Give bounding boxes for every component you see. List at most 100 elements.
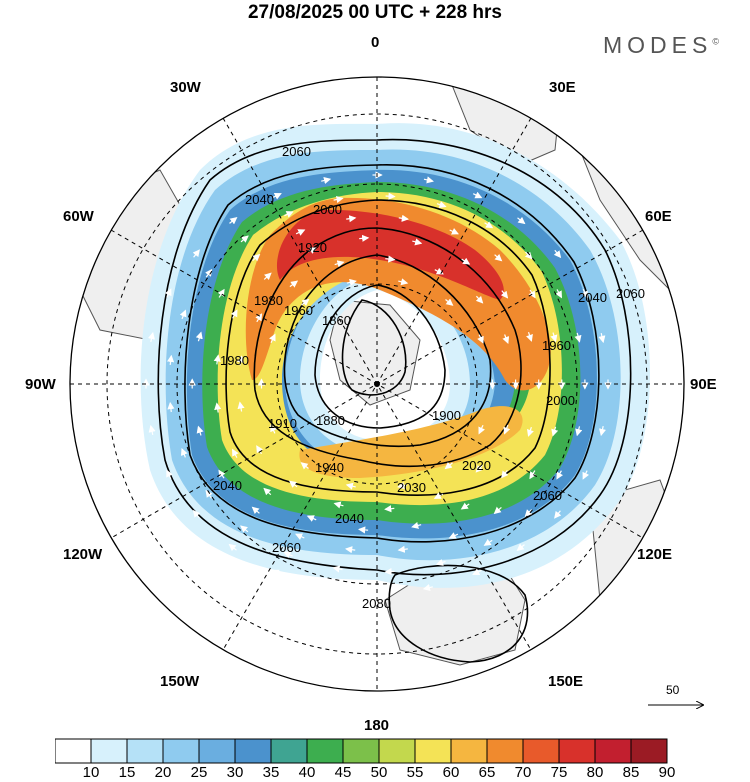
wind-vector — [436, 201, 447, 209]
wind-vector — [435, 559, 446, 566]
lon-label-150e: 150E — [548, 673, 584, 690]
wind-vector — [550, 332, 558, 343]
contour-label: 1940 — [315, 460, 344, 475]
wind-vector — [214, 402, 222, 413]
wind-vector — [346, 278, 357, 286]
wind-vector — [289, 280, 299, 288]
contour-label: 1900 — [432, 408, 461, 423]
colorbar-swatch — [630, 738, 668, 764]
wind-vector — [346, 215, 357, 223]
lon-label-120w: 120W — [63, 546, 103, 563]
colorbar-swatch — [522, 738, 560, 764]
contour-label: 2000 — [546, 393, 575, 408]
contour-label: 1920 — [298, 240, 327, 255]
wind-vector — [320, 584, 331, 592]
colorbar-swatch — [162, 738, 200, 764]
contour-label: 2020 — [462, 458, 491, 473]
colorbar-tick-label: 70 — [514, 764, 532, 781]
wind-vector — [236, 355, 245, 366]
wind-vector — [445, 298, 454, 306]
wind-vector — [448, 532, 459, 539]
colorbar-tick-label: 25 — [190, 764, 208, 781]
brand-text: MODES — [603, 32, 713, 58]
wind-vector — [472, 568, 482, 575]
wind-vector — [503, 424, 511, 435]
wind-vector — [526, 332, 533, 342]
wind-vector — [502, 334, 510, 345]
wind-vector — [240, 525, 249, 533]
wind-vector — [334, 260, 345, 268]
wind-vector — [524, 509, 533, 517]
lon-label-60e: 60E — [645, 208, 672, 225]
wind-vector — [283, 551, 293, 559]
wind-vector — [217, 288, 225, 298]
wind-vector — [527, 427, 534, 437]
wind-vector — [500, 290, 509, 299]
wind-vector — [398, 278, 409, 286]
lon-label-60w: 60W — [63, 208, 94, 225]
wind-vector — [556, 470, 564, 480]
wind-vector — [449, 228, 459, 235]
wind-vector — [333, 501, 344, 509]
colorbar-tick-label: 75 — [550, 764, 568, 781]
wind-vector — [228, 543, 237, 552]
colorbar-swatch — [378, 738, 416, 764]
contour-label: 2000 — [313, 202, 342, 217]
wind-vector — [529, 470, 537, 480]
wind-vector — [164, 288, 172, 298]
wind-vector — [422, 583, 433, 591]
wind-vector — [295, 229, 306, 236]
wind-vector — [306, 515, 317, 522]
wind-vector — [398, 214, 409, 222]
wind-vector — [166, 469, 173, 479]
wind-vectors — [142, 171, 612, 597]
wind-vector — [288, 480, 298, 488]
wind-vector — [385, 192, 396, 200]
lon-label-90e: 90E — [690, 376, 717, 393]
contour-label: 1860 — [322, 313, 351, 328]
lon-label-30w: 30W — [170, 79, 201, 96]
wind-vector — [205, 268, 213, 278]
map-title: 27/08/2025 00 UTC + 228 hrs — [247, 2, 503, 23]
contour-label: 2060 — [272, 540, 301, 555]
wind-vector — [205, 489, 213, 499]
colorbar-tick-label: 20 — [154, 764, 172, 781]
contour-label: 2040 — [578, 290, 607, 305]
wind-vector — [195, 331, 203, 342]
lon-label-150w: 150W — [160, 673, 200, 690]
colorbar-swatch — [414, 738, 452, 764]
colorbar-swatch — [234, 738, 272, 764]
wind-vector — [192, 249, 200, 258]
copyright-mark: © — [712, 36, 719, 47]
wind-vector — [240, 235, 249, 243]
wind-vector — [475, 295, 484, 304]
speed-band-80 — [276, 209, 504, 300]
contour-label: 1980 — [220, 353, 249, 368]
colorbar-swatch — [126, 738, 164, 764]
wind-vector — [384, 505, 395, 513]
contour-label: 2080 — [362, 596, 391, 611]
contour-label: 2060 — [282, 144, 311, 159]
wind-vector — [475, 464, 484, 473]
wind-vector — [213, 354, 221, 365]
colorbar-tick-label: 80 — [586, 764, 604, 781]
wind-vector — [232, 448, 239, 458]
wind-vector — [528, 289, 536, 299]
wind-vector — [196, 425, 204, 436]
contour-label: 2060 — [616, 286, 645, 301]
wind-vector — [263, 487, 272, 496]
wind-vector — [166, 354, 175, 365]
wind-vector — [517, 216, 526, 225]
colorbar-tick-label: 65 — [478, 764, 496, 781]
wind-vector — [574, 332, 582, 343]
wind-vector — [599, 425, 607, 437]
wind-vector — [180, 447, 188, 458]
wind-vector — [551, 426, 559, 437]
colorbar-swatch — [486, 738, 524, 764]
land-antarctica — [329, 299, 421, 406]
wind-vector — [252, 253, 261, 262]
colorbar-swatch — [306, 738, 344, 764]
wind-vector — [333, 195, 344, 204]
colorbar — [55, 738, 668, 764]
contour-1860 — [341, 299, 407, 396]
